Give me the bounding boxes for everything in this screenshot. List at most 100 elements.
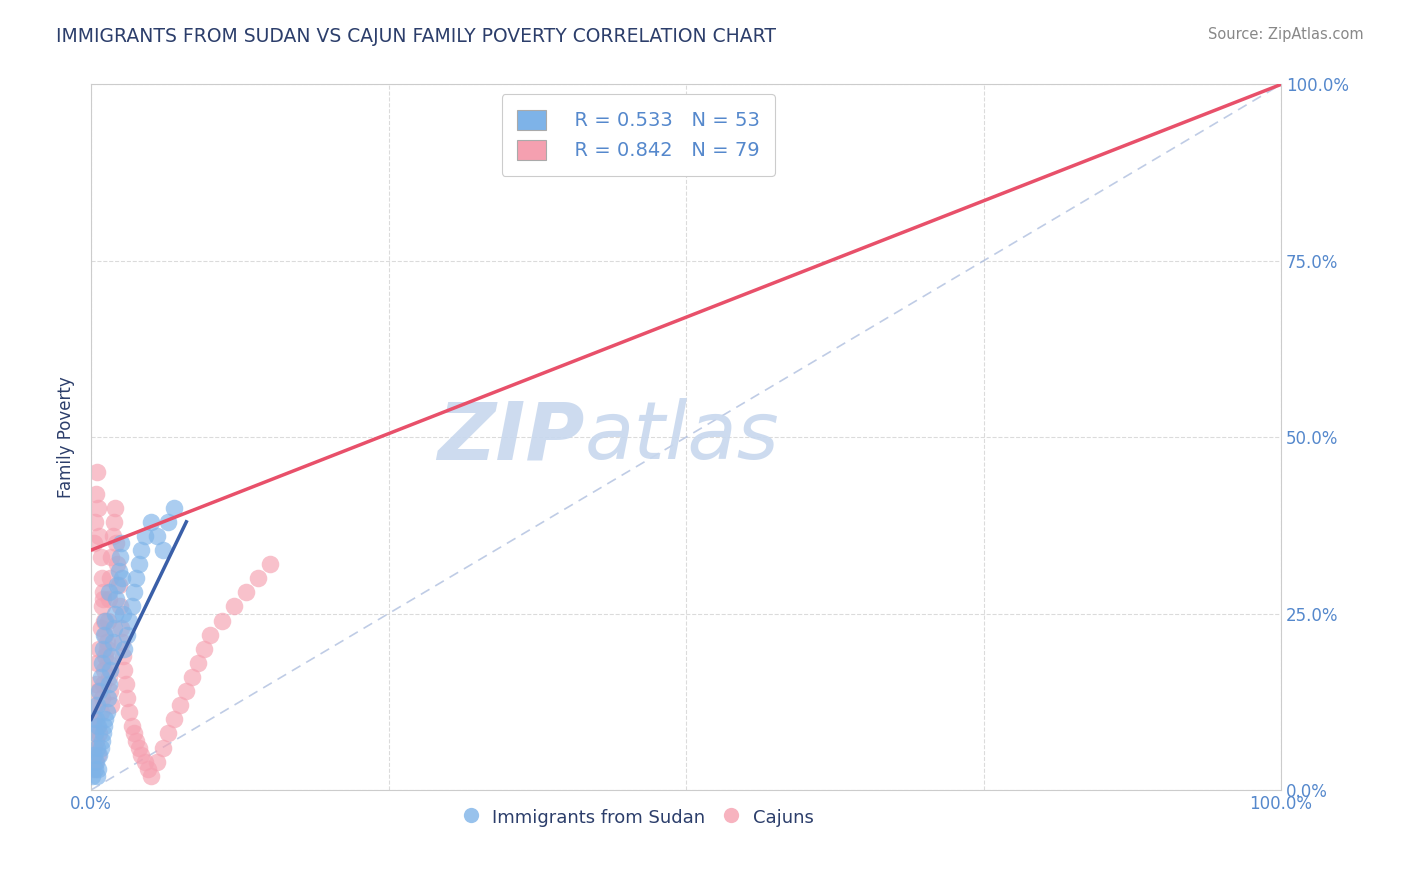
Point xyxy=(86,769,108,783)
Point xyxy=(90,691,112,706)
Point xyxy=(118,614,141,628)
Point xyxy=(105,536,128,550)
Point xyxy=(152,543,174,558)
Point xyxy=(115,691,138,706)
Point xyxy=(94,628,117,642)
Point xyxy=(128,740,150,755)
Point xyxy=(97,614,120,628)
Point xyxy=(112,607,135,621)
Point xyxy=(139,769,162,783)
Y-axis label: Family Poverty: Family Poverty xyxy=(58,376,75,498)
Point xyxy=(90,706,112,720)
Point xyxy=(90,740,112,755)
Point xyxy=(108,550,131,565)
Point xyxy=(83,712,105,726)
Point xyxy=(84,755,107,769)
Point xyxy=(87,747,110,762)
Point xyxy=(91,585,114,599)
Point xyxy=(169,698,191,713)
Point xyxy=(82,762,104,776)
Point xyxy=(91,592,114,607)
Point xyxy=(93,628,115,642)
Point xyxy=(105,557,128,571)
Point xyxy=(90,670,112,684)
Point xyxy=(112,648,135,663)
Point xyxy=(111,634,134,648)
Point xyxy=(83,755,105,769)
Point xyxy=(86,698,108,713)
Point xyxy=(104,500,127,515)
Point xyxy=(98,585,121,599)
Point xyxy=(193,641,215,656)
Point xyxy=(101,634,124,648)
Point xyxy=(129,543,152,558)
Point xyxy=(105,578,128,592)
Point xyxy=(90,656,112,670)
Point xyxy=(89,684,111,698)
Point xyxy=(134,755,156,769)
Point xyxy=(83,726,105,740)
Point xyxy=(84,486,107,500)
Point xyxy=(105,592,128,607)
Point xyxy=(86,740,108,755)
Point xyxy=(87,719,110,733)
Point xyxy=(98,592,121,607)
Point xyxy=(90,599,112,614)
Point xyxy=(107,578,129,592)
Point xyxy=(136,762,159,776)
Point xyxy=(83,762,105,776)
Point xyxy=(187,656,209,670)
Text: atlas: atlas xyxy=(585,398,780,476)
Point xyxy=(89,641,111,656)
Point xyxy=(122,585,145,599)
Point xyxy=(96,641,118,656)
Point xyxy=(235,585,257,599)
Point xyxy=(96,706,118,720)
Point xyxy=(90,550,112,565)
Point xyxy=(96,634,118,648)
Point xyxy=(90,571,112,585)
Point xyxy=(128,557,150,571)
Point xyxy=(246,571,269,585)
Point xyxy=(163,500,186,515)
Point xyxy=(101,529,124,543)
Legend: Immigrants from Sudan, Cajuns: Immigrants from Sudan, Cajuns xyxy=(457,801,821,834)
Point xyxy=(94,648,117,663)
Point xyxy=(110,621,132,635)
Point xyxy=(111,571,134,585)
Point xyxy=(100,648,122,663)
Point xyxy=(115,628,138,642)
Point xyxy=(198,628,221,642)
Point xyxy=(129,747,152,762)
Point xyxy=(104,607,127,621)
Point xyxy=(83,536,105,550)
Point xyxy=(145,755,167,769)
Point xyxy=(103,621,125,635)
Point xyxy=(98,670,121,684)
Point xyxy=(90,733,112,747)
Point xyxy=(83,747,105,762)
Point xyxy=(83,740,105,755)
Point xyxy=(84,733,107,747)
Point xyxy=(157,515,180,529)
Point xyxy=(91,641,114,656)
Point xyxy=(134,529,156,543)
Point xyxy=(86,466,108,480)
Text: IMMIGRANTS FROM SUDAN VS CAJUN FAMILY POVERTY CORRELATION CHART: IMMIGRANTS FROM SUDAN VS CAJUN FAMILY PO… xyxy=(56,27,776,45)
Point xyxy=(181,670,204,684)
Point xyxy=(89,747,111,762)
Point xyxy=(211,614,233,628)
Point xyxy=(125,571,148,585)
Point xyxy=(91,677,114,691)
Point xyxy=(84,677,107,691)
Text: ZIP: ZIP xyxy=(437,398,585,476)
Point xyxy=(94,712,117,726)
Point xyxy=(222,599,245,614)
Point xyxy=(86,719,108,733)
Point xyxy=(98,684,121,698)
Point xyxy=(139,515,162,529)
Point xyxy=(93,614,115,628)
Point xyxy=(89,529,111,543)
Point xyxy=(93,719,115,733)
Point xyxy=(121,599,143,614)
